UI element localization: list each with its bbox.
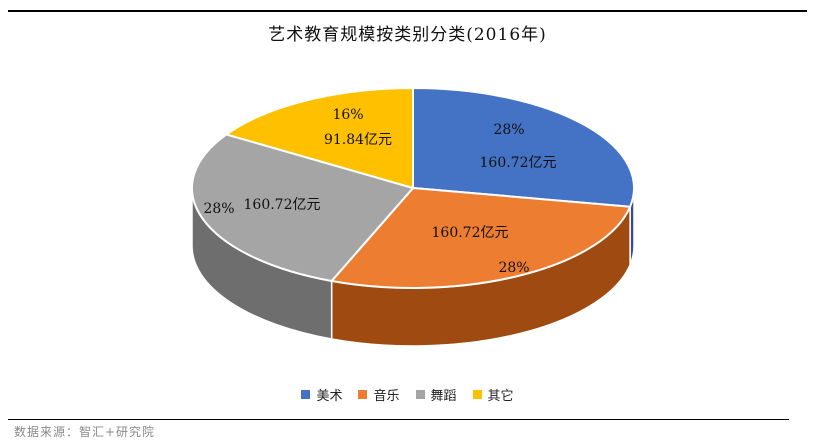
pie-slice-wudao [191, 133, 415, 283]
data-label-value-qita: 91.84亿元 [324, 132, 392, 148]
pie-slice-qita [224, 86, 414, 190]
legend-swatch-yinyue [358, 390, 368, 399]
source-note: 数据来源：智汇+研究院 [14, 425, 156, 439]
legend-swatch-wudao [415, 390, 425, 399]
legend-swatch-meishu [301, 390, 311, 399]
legend-label-qita: 其它 [487, 389, 514, 404]
legend-label-yinyue: 音乐 [373, 389, 400, 404]
legend-item-wudao: 舞蹈 [415, 385, 457, 404]
data-label-value-yinyue: 160.72亿元 [432, 225, 509, 241]
chart-title: 艺术教育规模按类别分类(2016年) [268, 25, 547, 45]
legend-item-qita: 其它 [472, 385, 514, 404]
data-label-percent-yinyue: 28% [498, 260, 529, 276]
legend-item-meishu: 美术 [301, 385, 342, 404]
data-label-percent-meishu: 28% [493, 122, 524, 138]
legend-label-meishu: 美术 [316, 389, 343, 404]
data-label-value-meishu: 160.72亿元 [480, 155, 557, 171]
bottom-rule [8, 419, 789, 420]
legend-label-wudao: 舞蹈 [430, 389, 457, 404]
pie-slice-meishu [412, 86, 635, 208]
data-label-value-wudao: 160.72亿元 [244, 197, 321, 213]
legend: 美术 音乐 舞蹈 其它 [0, 385, 815, 404]
top-rule [8, 10, 807, 12]
legend-item-yinyue: 音乐 [358, 385, 400, 404]
legend-swatch-qita [472, 390, 482, 399]
pie-top-faces [191, 86, 635, 289]
data-label-percent-qita: 16% [332, 107, 363, 123]
pie-slice-yinyue [329, 186, 632, 289]
data-label-percent-wudao: 28% [203, 201, 234, 217]
